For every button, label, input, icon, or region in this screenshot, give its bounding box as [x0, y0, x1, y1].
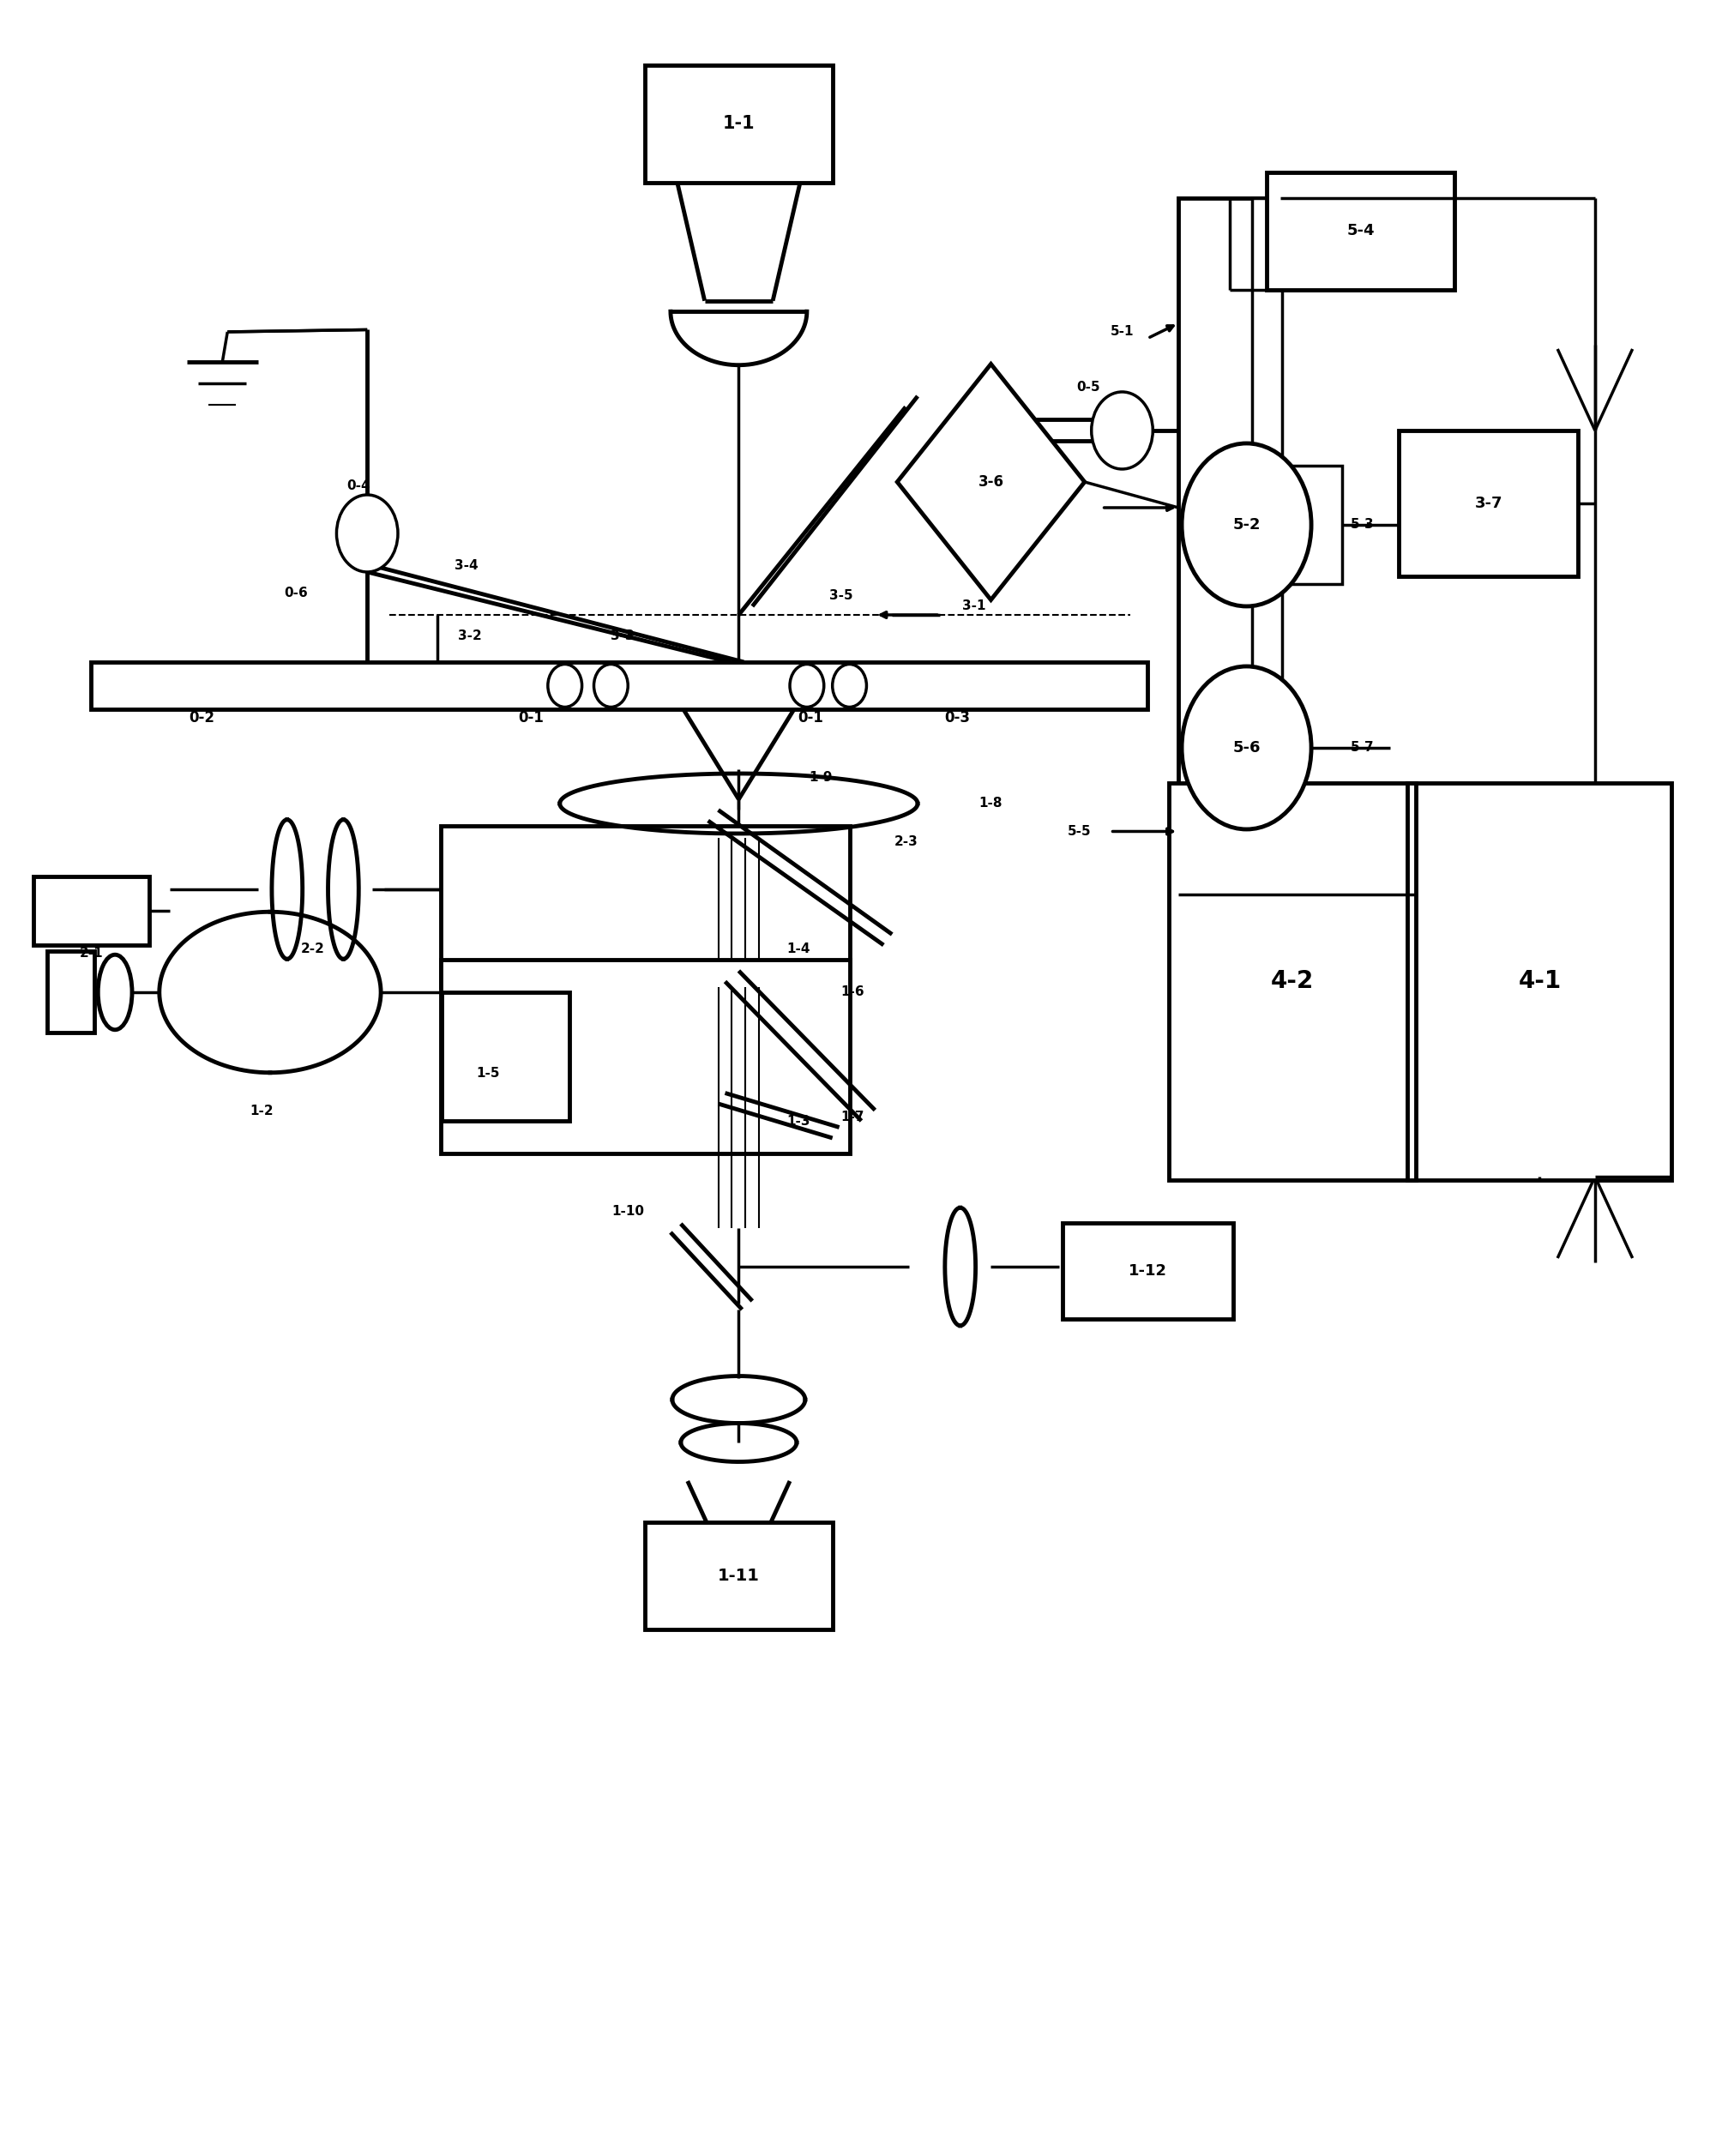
- Text: 1-12: 1-12: [1129, 1263, 1167, 1279]
- Circle shape: [547, 664, 582, 707]
- Text: 3-7: 3-7: [1474, 496, 1503, 511]
- Text: 4-2: 4-2: [1272, 970, 1314, 994]
- Text: 5-1: 5-1: [1110, 326, 1134, 338]
- Text: 3-4: 3-4: [455, 558, 477, 571]
- Circle shape: [1091, 392, 1153, 470]
- Bar: [1169, 783, 1416, 1179]
- Bar: [441, 826, 849, 987]
- Bar: [46, 951, 94, 1033]
- Text: 0-4: 0-4: [347, 481, 371, 494]
- Text: 1-6: 1-6: [841, 985, 865, 998]
- Circle shape: [336, 496, 398, 571]
- Bar: [645, 65, 832, 183]
- Text: 5-3: 5-3: [1350, 517, 1375, 530]
- Text: 5-4: 5-4: [1347, 224, 1375, 239]
- Text: 3-1: 3-1: [963, 599, 985, 612]
- Text: 2-3: 2-3: [894, 837, 918, 849]
- Text: 0-5: 0-5: [1076, 382, 1100, 395]
- Bar: [441, 992, 570, 1121]
- Text: 1-2: 1-2: [251, 1104, 273, 1117]
- Text: 5-6: 5-6: [1232, 740, 1261, 755]
- Text: 3-6: 3-6: [978, 474, 1004, 489]
- Text: 1-1: 1-1: [722, 114, 755, 132]
- Text: 1-11: 1-11: [717, 1567, 760, 1583]
- Polygon shape: [897, 364, 1085, 599]
- Text: 5-7: 5-7: [1350, 742, 1375, 755]
- Text: 0-2: 0-2: [189, 709, 214, 727]
- Bar: [1179, 198, 1280, 895]
- Bar: [1266, 172, 1455, 291]
- Text: 0-3: 0-3: [944, 709, 970, 727]
- Text: 1-5: 1-5: [477, 1067, 499, 1080]
- Text: 1-4: 1-4: [786, 942, 810, 955]
- Text: 0-6: 0-6: [283, 586, 307, 599]
- Text: 3-5: 3-5: [829, 589, 853, 602]
- Text: 4-1: 4-1: [1519, 970, 1562, 994]
- Text: 3-3: 3-3: [611, 630, 635, 642]
- Circle shape: [1182, 666, 1311, 830]
- Text: 5-5: 5-5: [1067, 826, 1091, 839]
- Text: 1-9: 1-9: [808, 772, 832, 785]
- Text: 0-1: 0-1: [798, 709, 824, 727]
- Bar: [1062, 1222, 1232, 1319]
- Text: 1-7: 1-7: [841, 1110, 865, 1123]
- Bar: [645, 1522, 832, 1630]
- Bar: [91, 662, 1148, 709]
- Text: 0-1: 0-1: [518, 709, 544, 727]
- Text: 1-3: 1-3: [786, 1115, 810, 1128]
- Text: 5-2: 5-2: [1232, 517, 1261, 533]
- Bar: [33, 877, 149, 944]
- Circle shape: [594, 664, 628, 707]
- Text: 2-2: 2-2: [300, 942, 324, 955]
- Bar: [1251, 198, 1282, 895]
- Text: 1-10: 1-10: [611, 1205, 644, 1218]
- Text: 3-2: 3-2: [458, 630, 482, 642]
- Circle shape: [789, 664, 824, 707]
- Text: 1-8: 1-8: [980, 798, 1002, 811]
- Bar: [1399, 431, 1579, 576]
- Circle shape: [832, 664, 867, 707]
- Ellipse shape: [98, 955, 132, 1031]
- Bar: [1287, 466, 1342, 584]
- Text: 2-1: 2-1: [79, 946, 103, 959]
- Bar: [1407, 783, 1671, 1179]
- Bar: [441, 959, 849, 1153]
- Circle shape: [1182, 444, 1311, 606]
